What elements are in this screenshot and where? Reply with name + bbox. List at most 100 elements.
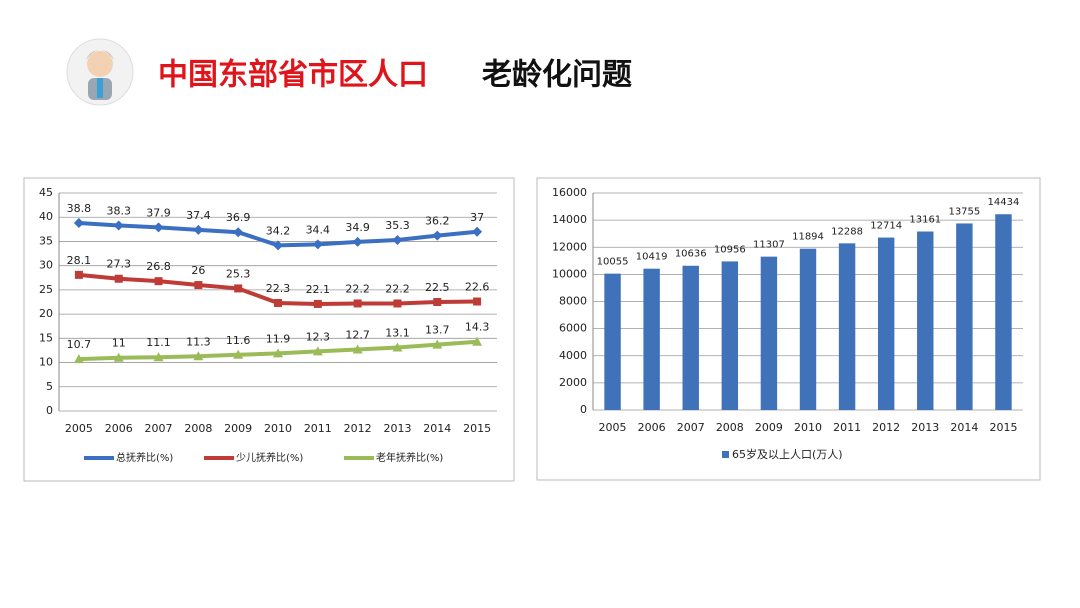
marker bbox=[273, 348, 283, 358]
y-tick-label: 40 bbox=[39, 210, 53, 223]
marker bbox=[114, 274, 123, 283]
bar bbox=[760, 256, 778, 410]
data-label: 10956 bbox=[714, 244, 746, 255]
data-label: 22.2 bbox=[385, 282, 410, 295]
bar bbox=[721, 261, 739, 410]
marker bbox=[352, 236, 363, 247]
marker bbox=[312, 239, 323, 250]
bar bbox=[682, 265, 699, 410]
y-tick-label: 14000 bbox=[552, 213, 587, 226]
marker bbox=[113, 352, 124, 362]
marker bbox=[352, 344, 363, 354]
data-label: 10.7 bbox=[67, 338, 92, 351]
bar bbox=[917, 231, 934, 410]
marker bbox=[154, 277, 163, 286]
x-tick-label: 2011 bbox=[304, 422, 332, 435]
marker bbox=[233, 227, 244, 238]
data-label: 27.3 bbox=[106, 258, 131, 271]
x-tick-label: 2014 bbox=[950, 421, 978, 434]
data-label: 12.7 bbox=[345, 328, 370, 341]
y-tick-label: 25 bbox=[39, 283, 53, 296]
marker bbox=[113, 220, 124, 231]
x-tick-label: 2005 bbox=[65, 422, 93, 435]
x-tick-label: 2013 bbox=[383, 422, 411, 435]
x-tick-label: 2005 bbox=[599, 421, 627, 434]
y-tick-label: 8000 bbox=[559, 295, 587, 308]
x-tick-label: 2011 bbox=[833, 421, 861, 434]
marker bbox=[193, 351, 204, 361]
x-tick-label: 2007 bbox=[677, 421, 705, 434]
x-tick-label: 2009 bbox=[224, 422, 252, 435]
marker bbox=[194, 281, 203, 290]
data-label: 11307 bbox=[753, 240, 785, 251]
x-tick-label: 2009 bbox=[755, 421, 783, 434]
data-label: 36.2 bbox=[425, 215, 450, 228]
y-tick-label: 15 bbox=[39, 331, 53, 344]
data-label: 14.3 bbox=[465, 321, 490, 334]
data-label: 35.3 bbox=[385, 219, 410, 232]
data-label: 12714 bbox=[870, 221, 902, 232]
marker bbox=[473, 297, 482, 306]
data-label: 38.3 bbox=[106, 204, 131, 217]
x-tick-label: 2012 bbox=[344, 422, 372, 435]
marker bbox=[432, 230, 443, 241]
legend-label: 65岁及以上人口(万人) bbox=[732, 447, 843, 461]
data-label: 36.9 bbox=[226, 211, 251, 224]
x-tick-label: 2006 bbox=[638, 421, 666, 434]
data-label: 14434 bbox=[988, 197, 1020, 208]
data-label: 11.1 bbox=[146, 336, 171, 349]
bar bbox=[995, 214, 1012, 410]
data-label: 37 bbox=[470, 211, 484, 224]
bar bbox=[643, 268, 660, 410]
marker bbox=[353, 299, 362, 308]
marker bbox=[433, 298, 442, 306]
y-tick-label: 20 bbox=[39, 307, 53, 320]
y-tick-label: 35 bbox=[39, 234, 53, 247]
y-tick-label: 10000 bbox=[552, 267, 587, 280]
legend-swatch bbox=[722, 451, 729, 458]
data-label: 22.6 bbox=[465, 281, 490, 294]
y-tick-label: 4000 bbox=[559, 349, 587, 362]
data-label: 11 bbox=[112, 337, 126, 350]
x-tick-label: 2015 bbox=[463, 422, 491, 435]
data-label: 26.8 bbox=[146, 260, 171, 273]
marker bbox=[153, 352, 164, 362]
data-label: 37.4 bbox=[186, 209, 211, 222]
y-tick-label: 12000 bbox=[552, 240, 587, 253]
title-red: 中国东部省市区人口 bbox=[158, 58, 428, 93]
x-tick-label: 2010 bbox=[264, 422, 292, 435]
data-label: 25.3 bbox=[226, 267, 251, 280]
marker bbox=[392, 234, 403, 245]
y-tick-label: 30 bbox=[39, 259, 53, 272]
marker bbox=[193, 224, 204, 235]
data-label: 34.2 bbox=[266, 224, 291, 237]
data-label: 12.3 bbox=[306, 330, 331, 343]
data-label: 34.9 bbox=[345, 221, 370, 234]
marker bbox=[472, 226, 483, 237]
y-tick-label: 16000 bbox=[552, 186, 587, 199]
marker bbox=[73, 218, 84, 229]
data-label: 13.7 bbox=[425, 324, 450, 337]
marker bbox=[73, 354, 84, 364]
data-label: 34.4 bbox=[306, 223, 331, 236]
data-label: 26 bbox=[191, 264, 205, 277]
data-label: 11.6 bbox=[226, 334, 251, 347]
bar bbox=[877, 237, 895, 410]
legend-label: 总抚养比(%) bbox=[116, 451, 173, 464]
marker bbox=[392, 342, 403, 352]
data-label: 10419 bbox=[636, 252, 668, 263]
data-label: 22.2 bbox=[345, 282, 370, 295]
data-label: 28.1 bbox=[67, 254, 92, 267]
data-label: 11.9 bbox=[266, 332, 291, 345]
legend-label: 老年抚养比(%) bbox=[376, 451, 443, 464]
x-tick-label: 2007 bbox=[145, 422, 173, 435]
marker bbox=[233, 349, 244, 359]
y-tick-label: 45 bbox=[39, 186, 53, 199]
y-tick-label: 2000 bbox=[559, 376, 587, 389]
x-tick-label: 2012 bbox=[872, 421, 900, 434]
bar bbox=[838, 243, 856, 410]
marker bbox=[153, 222, 164, 233]
marker bbox=[313, 299, 322, 308]
title-black: 老龄化问题 bbox=[482, 58, 632, 93]
